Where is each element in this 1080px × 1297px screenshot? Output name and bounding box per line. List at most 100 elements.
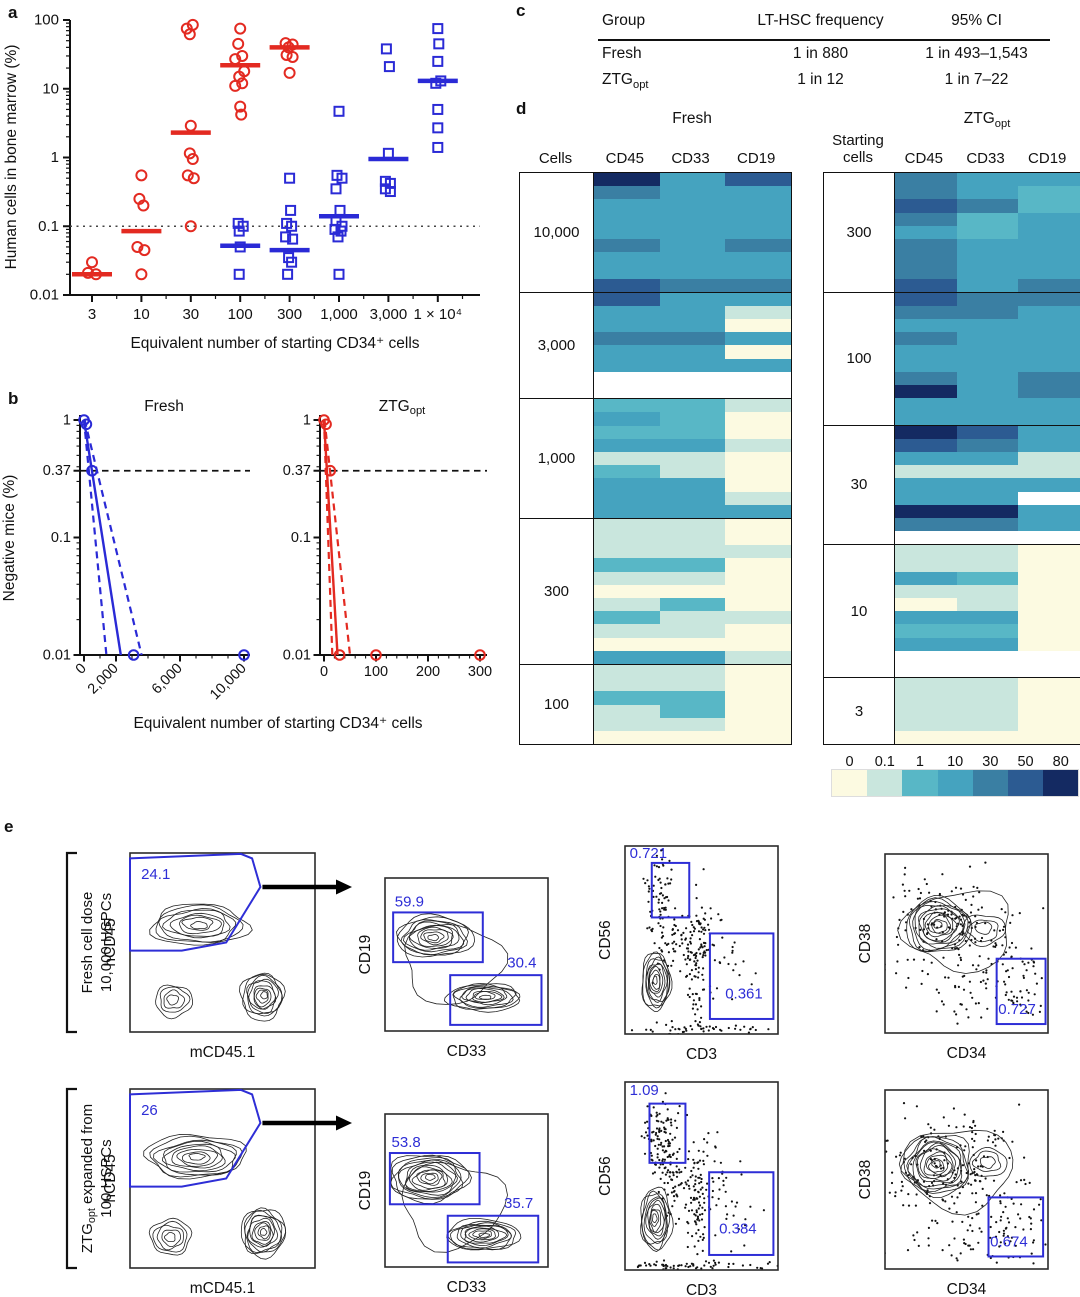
scatter-dot — [695, 1209, 698, 1212]
contour-line — [396, 913, 476, 958]
scatter-dot — [697, 1201, 701, 1204]
scatter-dot — [709, 1265, 712, 1268]
heatmap-row — [594, 558, 792, 572]
heatmap-row — [895, 730, 1080, 745]
scatter-dot — [665, 1267, 668, 1270]
scatter-dot — [699, 946, 702, 949]
scatter-dot — [655, 1111, 658, 1114]
scatter-dot — [903, 889, 906, 892]
heat-cell — [895, 238, 957, 253]
heat-cell — [956, 558, 1019, 572]
scatter-dot — [1024, 1006, 1027, 1009]
scatter-dot — [1002, 928, 1005, 931]
heat-cell — [659, 345, 726, 359]
heat-cell — [1018, 398, 1080, 412]
scatter-dot — [744, 1224, 747, 1227]
scatter-dot — [899, 1151, 902, 1154]
contour-line — [918, 908, 960, 943]
gate-percentage-label: 35.7 — [504, 1195, 533, 1212]
scatter-dot — [979, 1165, 982, 1168]
scatter-dot — [939, 1167, 943, 1170]
heat-cell — [956, 531, 1019, 545]
data-point-square — [333, 105, 345, 117]
scatter-dot — [670, 964, 673, 967]
data-point-square — [332, 231, 344, 243]
scatter-dot — [701, 973, 704, 976]
y-tick-label: 0.01 — [283, 648, 311, 664]
scatter-dot — [690, 1169, 693, 1173]
scatter-dot — [898, 1154, 902, 1157]
scatter-dot — [708, 1025, 711, 1028]
scatter-dot — [670, 1020, 673, 1023]
heat-cell — [895, 624, 957, 638]
heat-cell — [956, 571, 1019, 585]
scatter-dot — [670, 1118, 673, 1121]
scatter-dot — [994, 1144, 997, 1147]
scatter-dot — [933, 1162, 936, 1165]
table-cell: Fresh — [602, 45, 642, 62]
scatter-dot — [699, 1188, 702, 1191]
heat-cell — [725, 265, 792, 279]
scatter-dot — [664, 1263, 668, 1267]
heat-cell — [659, 332, 726, 346]
scatter-dot — [904, 866, 907, 869]
scatter-dot — [697, 1190, 700, 1193]
scatter-dot — [1011, 914, 1014, 917]
heat-cell — [725, 173, 792, 187]
scatter-dot — [714, 1263, 717, 1266]
scatter-dot — [690, 951, 693, 954]
scatter-dot — [670, 1178, 673, 1181]
scatter-dot — [967, 1215, 970, 1218]
heat-cell — [956, 545, 1019, 559]
scatter-dot — [1007, 1221, 1011, 1224]
scatter-dot — [977, 964, 980, 967]
data-point-square — [286, 220, 298, 232]
heat-cell — [594, 598, 660, 612]
scatter-dot — [1018, 1103, 1021, 1106]
y-tick-label: 1 — [303, 413, 311, 429]
gate-percentage-label: 0.721 — [630, 845, 668, 862]
heat-cell — [895, 438, 957, 452]
heat-cell — [725, 238, 792, 253]
data-point-circle — [127, 649, 140, 661]
scatter-dot — [1020, 1203, 1023, 1206]
contour-line — [912, 1141, 962, 1188]
scatter-dot — [935, 938, 938, 941]
y-tick-label: 0.37 — [283, 463, 311, 479]
contour-line — [155, 904, 244, 943]
scatter-dot — [659, 1177, 662, 1180]
heat-cell — [1018, 491, 1080, 505]
scatter-dot — [959, 1252, 962, 1255]
scatter-dot — [918, 946, 921, 949]
scatter-dot — [664, 896, 668, 899]
y-axis-label: Human cells in bone marrow (%) — [3, 45, 20, 270]
scatter-dot — [719, 1161, 723, 1164]
scatter-dot — [712, 1180, 715, 1183]
contour-line — [652, 1213, 658, 1223]
scatter-dot — [730, 1200, 734, 1203]
heat-cell — [725, 252, 792, 266]
heat-cell — [956, 678, 1019, 692]
scatter-dot — [990, 1215, 993, 1218]
heatmap-group-rows — [594, 173, 792, 292]
scatter-dot — [702, 932, 706, 935]
scatter-dot — [1032, 1262, 1035, 1265]
scatter-dot — [688, 1187, 691, 1190]
scatter-dot — [985, 1194, 988, 1197]
scatter-dot — [717, 1261, 721, 1264]
scatter-dot — [651, 1131, 654, 1134]
scatter-dot — [700, 1180, 703, 1184]
x-tick-label: 2,000 — [85, 661, 122, 698]
scatter-dot — [666, 1108, 669, 1111]
heat-cell — [1018, 730, 1080, 745]
subscript: opt — [633, 79, 649, 92]
panel-label-c: c — [516, 1, 526, 20]
scatter-dot — [694, 975, 697, 978]
heat-cell — [594, 399, 660, 413]
scatter-dot — [675, 1126, 679, 1129]
contour-line — [405, 1164, 453, 1192]
heat-cell — [594, 212, 660, 226]
flow-plot-frame — [624, 845, 779, 1035]
data-point-square — [330, 183, 342, 195]
heat-cell — [895, 650, 957, 664]
